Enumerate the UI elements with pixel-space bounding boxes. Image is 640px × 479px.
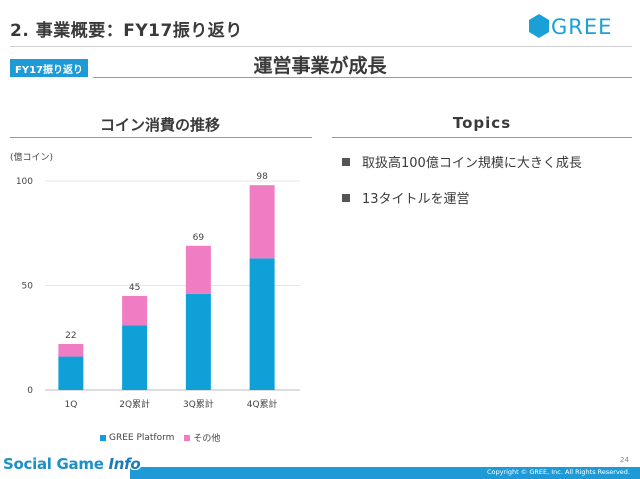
bar-gree-platform <box>58 356 84 390</box>
slide-subtitle: 運営事業が成長 <box>253 55 387 77</box>
legend-label-other: その他 <box>193 434 221 444</box>
section-tag: FY17振り返り <box>10 59 88 77</box>
legend-swatch-other <box>184 434 191 441</box>
x-tick-label: 3Q累計 <box>183 398 214 410</box>
hexagon-icon <box>529 14 549 38</box>
watermark-info: Info <box>108 455 141 473</box>
legend-item-gree-platform: GREE Platform <box>100 433 174 443</box>
bar-other <box>249 185 275 259</box>
page-number: 24 <box>620 456 629 464</box>
page-title: 2. 事業概要：FY17振り返り <box>10 21 243 41</box>
topic-item: 13タイトルを運営 <box>342 188 632 207</box>
bar-other <box>185 245 211 294</box>
topic-text: 13タイトルを運営 <box>362 192 470 207</box>
topics-list: 取扱高100億コイン規模に大きく成長 13タイトルを運営 <box>342 152 632 224</box>
topics-heading-underline <box>332 137 632 138</box>
y-tick-label: 100 <box>16 177 33 187</box>
logo-text: GREE <box>551 15 613 39</box>
watermark-logo: Social Game Info <box>3 455 141 473</box>
chart-heading-underline <box>10 137 312 138</box>
square-bullet-icon <box>342 193 350 202</box>
bar-total-label: 69 <box>193 233 205 243</box>
chart-legend: GREE Platform その他 <box>100 431 230 444</box>
y-tick-label: 0 <box>27 386 33 396</box>
y-axis-unit-label: (億コイン) <box>10 153 54 163</box>
square-bullet-icon <box>342 157 350 166</box>
y-tick-label: 50 <box>22 282 34 292</box>
copyright-text: Copyright © GREE, Inc. All Rights Reserv… <box>486 468 630 476</box>
bar-gree-platform <box>249 258 275 390</box>
header-divider <box>10 46 632 47</box>
x-tick-label: 4Q累計 <box>247 398 278 410</box>
bar-total-label: 45 <box>129 283 140 293</box>
chart-heading: コイン消費の推移 <box>99 116 220 134</box>
bar-gree-platform <box>185 293 211 390</box>
legend-swatch-gree-platform <box>100 434 106 441</box>
bar-total-label: 22 <box>65 331 76 341</box>
x-tick-label: 1Q <box>64 400 77 410</box>
coin-consumption-chart: 0 50 100 22 1Q 45 2Q累計 69 3Q累計 98 4Q累計 <box>16 172 300 410</box>
topics-heading: Topics <box>452 114 512 132</box>
topic-text: 取扱高100億コイン規模に大きく成長 <box>362 156 582 171</box>
legend-label-gree-platform: GREE Platform <box>109 432 175 443</box>
subtitle-underline <box>93 77 632 78</box>
legend-item-other: その他 <box>184 431 220 444</box>
bar-other <box>58 344 84 357</box>
bar-other <box>122 295 148 326</box>
x-tick-label: 2Q累計 <box>119 398 150 410</box>
bar-gree-platform <box>122 325 148 390</box>
watermark-main: Social Game <box>3 455 109 473</box>
topic-item: 取扱高100億コイン規模に大きく成長 <box>342 152 632 171</box>
bar-total-label: 98 <box>256 172 268 182</box>
gree-logo: GREE <box>528 12 628 46</box>
footer-bar <box>130 467 640 479</box>
